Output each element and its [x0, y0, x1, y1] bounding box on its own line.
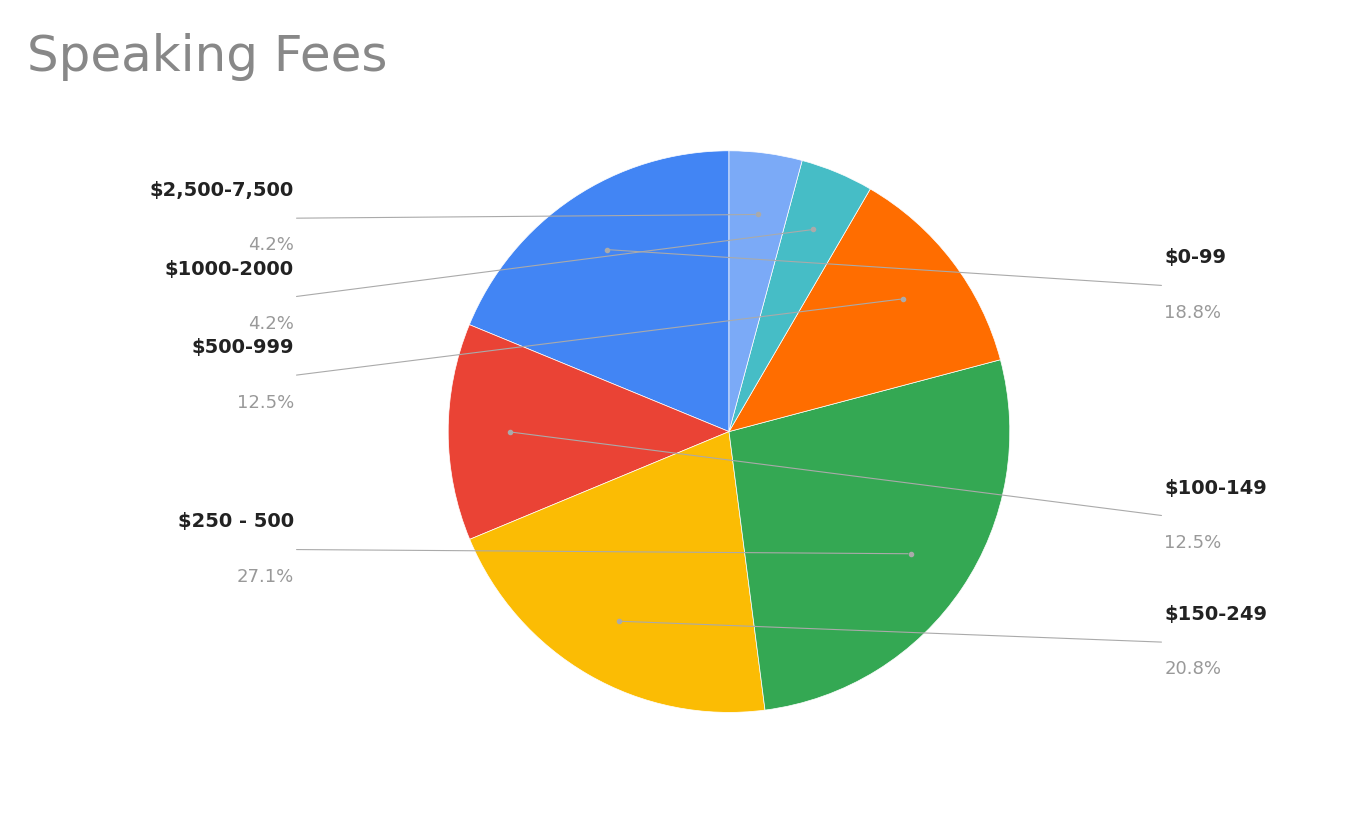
Text: $0-99: $0-99 — [1164, 248, 1226, 267]
Wedge shape — [729, 359, 1010, 710]
Wedge shape — [729, 189, 1000, 432]
Wedge shape — [448, 325, 729, 540]
Text: $500-999: $500-999 — [192, 338, 294, 357]
Text: $100-149: $100-149 — [1164, 479, 1268, 498]
Text: 12.5%: 12.5% — [236, 393, 294, 412]
Text: 4.2%: 4.2% — [248, 237, 294, 255]
Wedge shape — [729, 151, 802, 432]
Text: Speaking Fees: Speaking Fees — [27, 33, 387, 81]
Wedge shape — [729, 160, 871, 432]
Text: $150-249: $150-249 — [1164, 605, 1268, 624]
Text: 27.1%: 27.1% — [236, 568, 294, 586]
Text: $2,500-7,500: $2,500-7,500 — [150, 181, 294, 200]
Text: 18.8%: 18.8% — [1164, 304, 1222, 322]
Text: 12.5%: 12.5% — [1164, 534, 1222, 552]
Text: 4.2%: 4.2% — [248, 315, 294, 333]
Text: 20.8%: 20.8% — [1164, 661, 1222, 678]
Text: $1000-2000: $1000-2000 — [165, 260, 294, 279]
Wedge shape — [470, 151, 729, 432]
Wedge shape — [470, 432, 765, 712]
Text: $250 - 500: $250 - 500 — [178, 512, 294, 531]
